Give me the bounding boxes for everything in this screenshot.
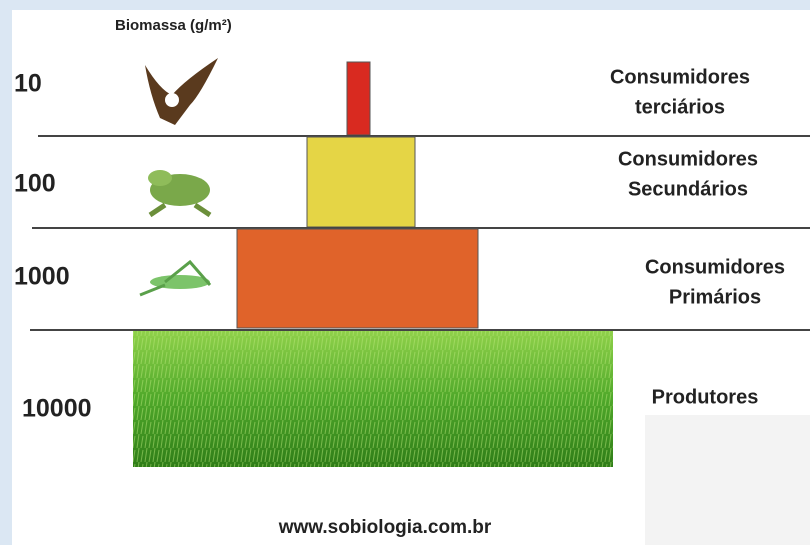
level-bar <box>347 62 370 135</box>
source: www.sobiologia.com.br <box>278 517 492 538</box>
level-name: Consumidores <box>610 66 750 88</box>
level-bar <box>237 229 478 328</box>
pyramid-diagram: Biomassa (g/m²) www.sobiologia.com.br 10… <box>0 0 810 545</box>
level-name: Produtores <box>652 386 759 408</box>
level-name: Secundários <box>628 178 748 200</box>
level-bar <box>307 137 415 227</box>
level-value: 10000 <box>22 395 92 423</box>
grass-texture <box>133 331 613 467</box>
title: Biomassa (g/m²) <box>115 17 232 34</box>
level-value: 100 <box>14 170 56 198</box>
blank-patch <box>645 415 810 545</box>
level-name: Consumidores <box>645 256 785 278</box>
level-name: Consumidores <box>618 148 758 170</box>
level-value: 10 <box>14 70 42 98</box>
level-name: terciários <box>635 96 725 118</box>
level-name: Primários <box>669 286 761 308</box>
level-value: 1000 <box>14 263 70 291</box>
